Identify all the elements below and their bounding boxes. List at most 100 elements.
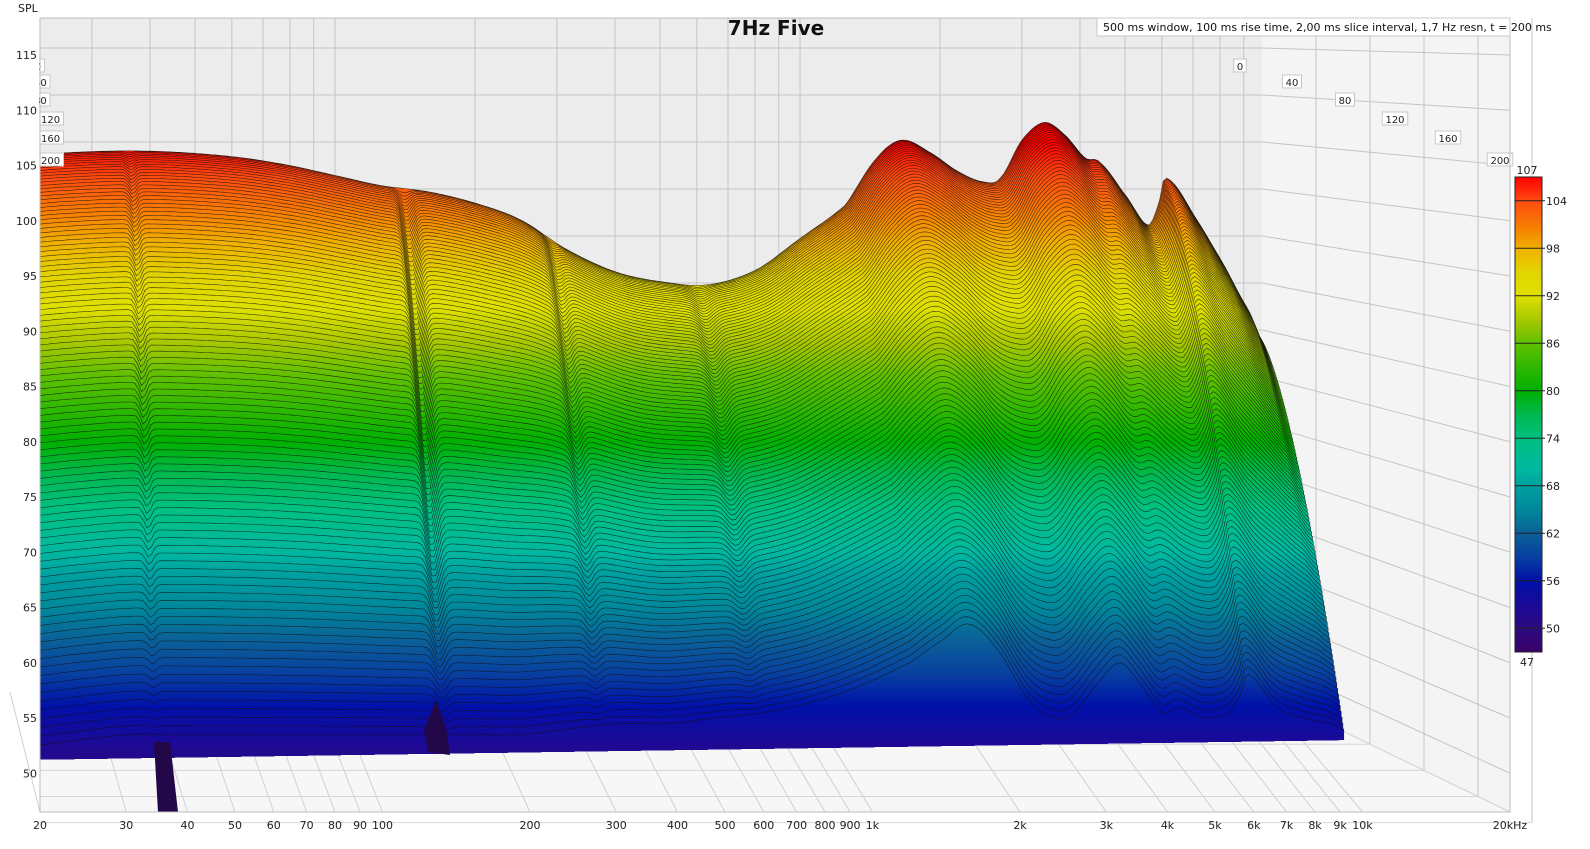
waterfall-slice-edge [40, 193, 1280, 741]
waterfall-slice-edge [40, 552, 1336, 741]
colorbar-tick-label: 50 [1546, 622, 1560, 635]
waterfall-slice-edge [40, 587, 1340, 740]
waterfall-slice-edge [40, 525, 1332, 741]
x-tick-label: 90 [353, 819, 367, 832]
x-tick-label: 20kHz [1493, 819, 1528, 832]
waterfall-slice-edge [40, 473, 1325, 741]
waterfall-slice-edge [40, 492, 1328, 741]
colorbar-tick-label: 80 [1546, 385, 1560, 398]
waterfall-slice-edge [40, 132, 1264, 742]
time-label: 160 [41, 134, 60, 145]
waterfall-slice-edge [40, 337, 1305, 741]
x-tick-label: 7k [1280, 819, 1294, 832]
time-label: 120 [1385, 115, 1404, 126]
waterfall-slice-edge [40, 499, 1329, 741]
waterfall-slice-edge [40, 224, 1286, 741]
y-tick-label: 65 [23, 602, 37, 615]
waterfall-slice-edge [40, 566, 1338, 741]
waterfall-slice-edge [40, 580, 1339, 741]
notch-spike [424, 700, 450, 755]
waterfall-slice-edge [40, 150, 1270, 742]
waterfall-slice-edge [40, 539, 1334, 741]
y-tick-label: 50 [23, 767, 37, 780]
waterfall-slice-edge [40, 364, 1310, 741]
waterfall-slice-edge [40, 295, 1298, 741]
waterfall-slice-edge [40, 229, 1287, 741]
gridline-side [1261, 329, 1511, 387]
waterfall-slice-edge [40, 248, 1291, 741]
waterfall-slice-edge [40, 144, 1268, 742]
waterfall-slice-edge [40, 405, 1316, 741]
waterfall-slice-edge [40, 122, 1258, 742]
x-tick-label: 900 [840, 819, 861, 832]
waterfall-slice-edge [40, 311, 1301, 741]
waterfall-slice-edge [40, 264, 1293, 741]
colorbar-tick-label: 68 [1546, 480, 1560, 493]
waterfall-slice-edge [40, 623, 1345, 746]
waterfall-slice-edge [40, 141, 1267, 742]
x-tick-label: 8k [1308, 819, 1322, 832]
x-tick-label: 9k [1333, 819, 1347, 832]
waterfall-slice-edge [40, 532, 1333, 741]
waterfall-slice-edge [40, 185, 1278, 741]
time-label: 200 [41, 156, 60, 167]
waterfall-slice-edge [40, 441, 1321, 741]
plot-frame [39, 17, 1511, 813]
waterfall-slice-edge [40, 147, 1269, 742]
colorbar-max-label: 107 [1517, 164, 1538, 177]
x-tick-label: 3k [1100, 819, 1114, 832]
waterfall-slice-edge [40, 359, 1309, 741]
waterfall-slice-edge [40, 234, 1288, 741]
x-tick-label: 1k [866, 819, 880, 832]
y-tick-label: 55 [23, 712, 37, 725]
info-text: 500 ms window, 100 ms rise time, 2,00 ms… [1103, 21, 1552, 34]
waterfall-slice-edge [40, 460, 1324, 741]
waterfall-slice-edge [40, 269, 1294, 741]
waterfall-slice-edge [40, 156, 1271, 742]
waterfall-slice [40, 623, 1344, 760]
x-tick-label: 200 [520, 819, 541, 832]
x-tick-label: 4k [1161, 819, 1175, 832]
time-label-box [1434, 130, 1462, 145]
waterfall-slice-edge [40, 189, 1279, 741]
x-tick-label: 300 [606, 819, 627, 832]
waterfall-slice-edge [40, 479, 1326, 741]
x-tick-label: 60 [267, 819, 281, 832]
waterfall-slice-edge [40, 181, 1278, 741]
gridline-side [1261, 94, 1511, 111]
chart-title: 7Hz Five [728, 16, 824, 40]
time-label: 200 [1490, 156, 1509, 167]
x-tick-label: 30 [119, 819, 133, 832]
time-label-box [1282, 74, 1302, 89]
waterfall-slice-edge [40, 139, 1266, 742]
y-tick-label: 105 [16, 160, 37, 173]
waterfall-slice-edge [40, 163, 1273, 741]
waterfall-slice-edge [40, 258, 1292, 741]
waterfall-slice-edge [40, 219, 1285, 741]
waterfall-slice-edge [40, 417, 1318, 741]
waterfall-slice-edge [40, 305, 1300, 741]
waterfall-slice-edge [40, 215, 1285, 741]
y-tick-label: 80 [23, 436, 37, 449]
x-tick-label: 20 [33, 819, 47, 832]
waterfall-slice-edge [40, 290, 1298, 741]
gridline-side [1261, 141, 1511, 166]
colorbar-tick-label: 62 [1546, 527, 1560, 540]
waterfall-slice-edge [40, 505, 1330, 741]
gridline-side [1261, 423, 1511, 498]
x-tick-label: 100 [372, 819, 393, 832]
y-axis-label: SPL [18, 2, 39, 15]
time-label-box [1381, 111, 1409, 126]
waterfall-slice-edge [40, 128, 1262, 742]
time-label: 40 [1286, 78, 1299, 89]
time-label-box [1233, 58, 1247, 73]
waterfall-slice-edge [40, 316, 1302, 741]
gridline-side [1261, 376, 1511, 443]
waterfall-slice-edge [40, 348, 1307, 741]
waterfall-slice-edge [40, 206, 1283, 741]
waterfall-slice-edge [40, 300, 1299, 741]
y-tick-label: 75 [23, 491, 37, 504]
x-tick-label: 600 [753, 819, 774, 832]
gridline-side [1261, 282, 1511, 332]
